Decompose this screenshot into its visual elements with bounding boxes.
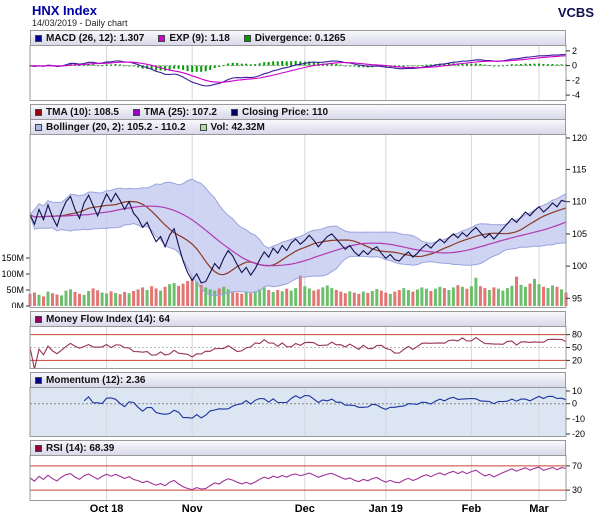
tma10-color-swatch <box>35 108 42 116</box>
exp-color-swatch <box>158 34 166 42</box>
closing-price-legend-label: Closing Price: 110 <box>241 106 329 118</box>
momentum-legend-bar: Momentum (12): 2.36 <box>30 372 566 387</box>
main-legend-bar-2: Bollinger (20, 2): 105.2 - 110.2 Vol: 42… <box>30 119 566 134</box>
closing-price-color-swatch <box>230 108 238 116</box>
macd-legend-label: MACD (26, 12): 1.307 <box>46 32 145 44</box>
mfi-color-swatch <box>35 315 42 323</box>
page-title: HNX Index <box>32 3 98 18</box>
mfi-chart[interactable]: 80 50 20 <box>0 326 600 369</box>
exp-legend-label: EXP (9): 1.18 <box>169 32 230 44</box>
momentum-color-swatch <box>35 376 42 384</box>
tma25-legend-label: TMA (25): 107.2 <box>143 106 217 118</box>
svg-text:30: 30 <box>572 485 582 495</box>
tma10-legend: TMA (10): 108.5 <box>35 107 119 118</box>
tma25-legend: TMA (25): 107.2 <box>132 106 217 118</box>
svg-text:50M: 50M <box>6 285 24 295</box>
svg-text:110: 110 <box>572 197 586 207</box>
mfi-legend: Money Flow Index (14): 64 <box>35 314 170 325</box>
svg-text:150M: 150M <box>1 253 24 263</box>
exp-legend: EXP (9): 1.18 <box>158 32 230 44</box>
svg-text:115: 115 <box>572 164 586 174</box>
macd-color-swatch <box>35 34 42 42</box>
tma25-color-swatch <box>132 108 140 116</box>
svg-text:0: 0 <box>572 61 577 71</box>
rsi-legend-label: RSI (14): 68.39 <box>46 442 115 454</box>
mfi-legend-bar: Money Flow Index (14): 64 <box>30 311 566 326</box>
macd-chart[interactable]: 2 0 -2 -4 <box>0 45 600 101</box>
main-legend-bar-1: TMA (10): 108.5 TMA (25): 107.2 Closing … <box>30 104 566 119</box>
rsi-color-swatch <box>35 444 42 452</box>
bollinger-legend: Bollinger (20, 2): 105.2 - 110.2 <box>35 122 186 133</box>
svg-text:70: 70 <box>572 461 582 471</box>
svg-text:105: 105 <box>572 229 587 239</box>
volume-legend: Vol: 42.32M <box>199 121 265 133</box>
volume-color-swatch <box>199 123 207 131</box>
macd-legend: MACD (26, 12): 1.307 <box>35 33 144 44</box>
x-axis-label: Dec <box>294 503 315 515</box>
svg-text:0M: 0M <box>11 301 24 308</box>
svg-text:95: 95 <box>572 293 582 303</box>
rsi-legend-bar: RSI (14): 68.39 <box>30 440 566 455</box>
svg-text:-4: -4 <box>572 90 580 100</box>
chart-subtitle: 14/03/2019 - Daily chart <box>32 18 128 28</box>
brand-logo: VCBS <box>557 5 594 20</box>
momentum-legend-label: Momentum (12): 2.36 <box>46 374 146 386</box>
svg-text:100M: 100M <box>1 269 24 279</box>
price-chart[interactable]: 150M 100M 50M 0M 120 115 110 105 100 95 <box>0 134 600 308</box>
rsi-legend: RSI (14): 68.39 <box>35 443 114 454</box>
x-axis-label: Nov <box>181 503 203 515</box>
bollinger-legend-label: Bollinger (20, 2): 105.2 - 110.2 <box>46 121 186 133</box>
divergence-color-swatch <box>243 34 251 42</box>
x-axis-label: Oct 18 <box>89 503 124 515</box>
svg-text:-10: -10 <box>572 414 585 424</box>
svg-text:80: 80 <box>572 330 582 340</box>
svg-text:20: 20 <box>572 355 582 365</box>
rsi-chart[interactable]: 70 30 <box>0 455 600 501</box>
svg-text:50: 50 <box>572 343 582 353</box>
tma10-legend-label: TMA (10): 108.5 <box>46 106 119 118</box>
svg-text:120: 120 <box>572 134 587 143</box>
bollinger-color-swatch <box>35 123 42 131</box>
svg-text:-20: -20 <box>572 429 585 437</box>
x-axis-label: Mar <box>529 503 549 515</box>
divergence-legend: Divergence: 0.1265 <box>243 32 346 44</box>
svg-text:100: 100 <box>572 261 587 271</box>
macd-legend-bar: MACD (26, 12): 1.307 EXP (9): 1.18 Diver… <box>30 30 566 45</box>
x-axis-labels: Oct 18 Nov Dec Jan 19 Feb Mar <box>0 503 600 523</box>
volume-legend-label: Vol: 42.32M <box>210 121 265 133</box>
x-axis-label: Feb <box>461 503 482 515</box>
svg-text:10: 10 <box>572 387 582 396</box>
mfi-legend-label: Money Flow Index (14): 64 <box>46 313 170 325</box>
momentum-legend: Momentum (12): 2.36 <box>35 375 145 386</box>
divergence-legend-label: Divergence: 0.1265 <box>254 32 346 44</box>
momentum-chart[interactable]: 10 0 -10 -20 <box>0 387 600 437</box>
svg-text:2: 2 <box>572 46 577 56</box>
closing-price-legend: Closing Price: 110 <box>230 106 329 118</box>
svg-text:-2: -2 <box>572 75 580 85</box>
x-axis-label: Jan 19 <box>368 503 403 515</box>
svg-text:0: 0 <box>572 399 577 409</box>
